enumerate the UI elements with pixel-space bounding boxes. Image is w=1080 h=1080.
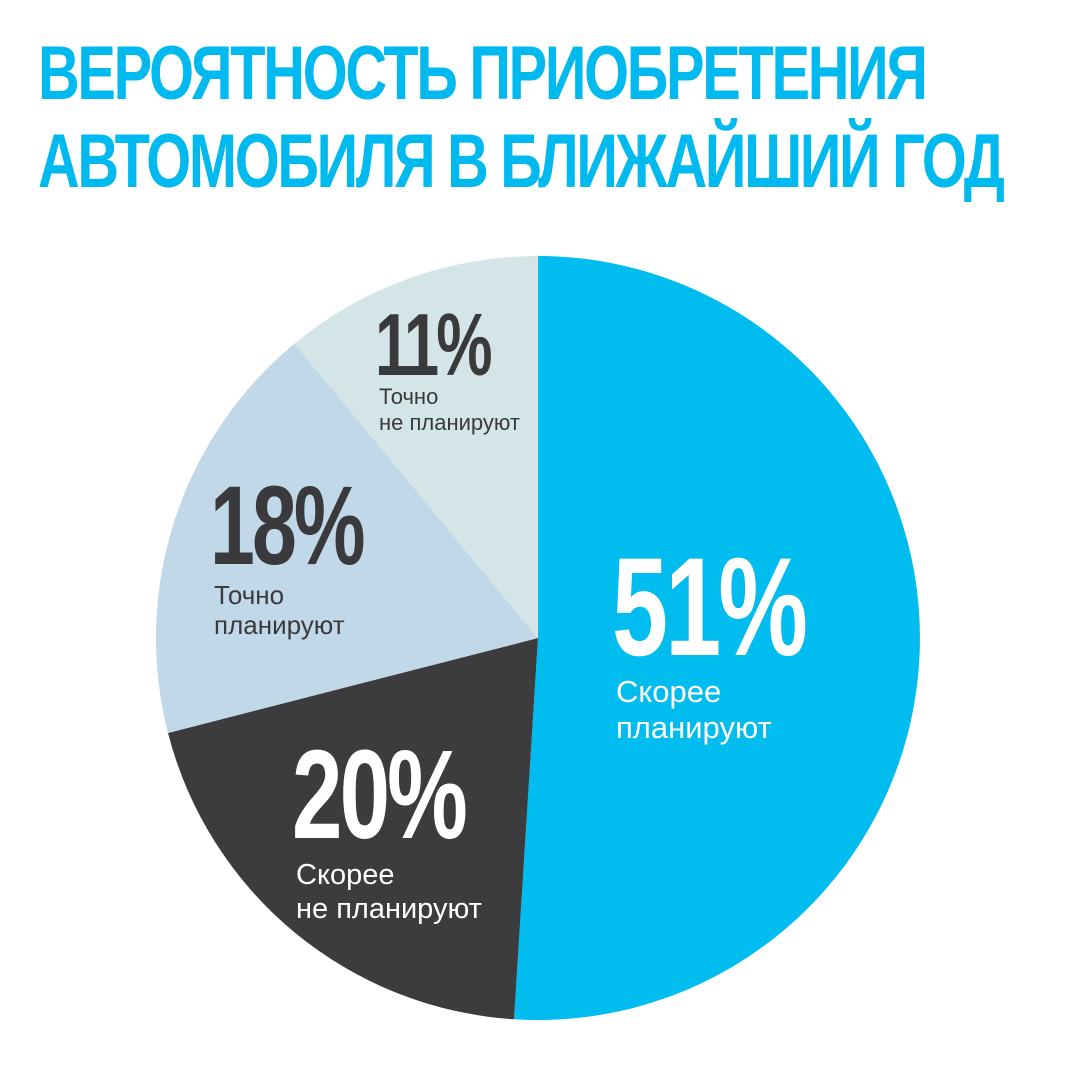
pie-label-value-skoree-planiruyut: 51% [612,529,806,685]
pie-label-desc-tochno-planiruyut-1: Точно [214,580,284,610]
pie-label-value-tochno-ne-planiruyut: 11% [375,297,492,395]
pie-label-value-skoree-ne-planiruyut: 20% [292,726,466,866]
chart-title-line-1: ВЕРОЯТНОСТЬ ПРИОБРЕТЕНИЯ [38,31,928,116]
pie-label-value-tochno-planiruyut: 18% [210,463,364,588]
pie-slice-skoree-ne-planiruyut [168,638,538,1020]
pie-slice-tochno-planiruyut [155,343,539,733]
pie-label-desc-skoree-ne-planiruyut-2: не планируют [296,893,482,925]
pie-label-desc-skoree-planiruyut-2: планируют [616,710,772,745]
pie-label-desc-skoree-planiruyut-1: Скорее [616,674,721,709]
pie-label-desc-tochno-ne-planiruyut-2: не планируют [379,410,520,435]
pie-slice-tochno-ne-planiruyut [294,256,538,638]
pie-slice-skoree-planiruyut [514,256,920,1020]
pie-label-desc-skoree-ne-planiruyut-1: Скорее [296,859,394,891]
pie-label-desc-tochno-planiruyut-2: планируют [214,610,345,640]
pie-label-desc-tochno-ne-planiruyut-1: Точно [379,384,438,409]
